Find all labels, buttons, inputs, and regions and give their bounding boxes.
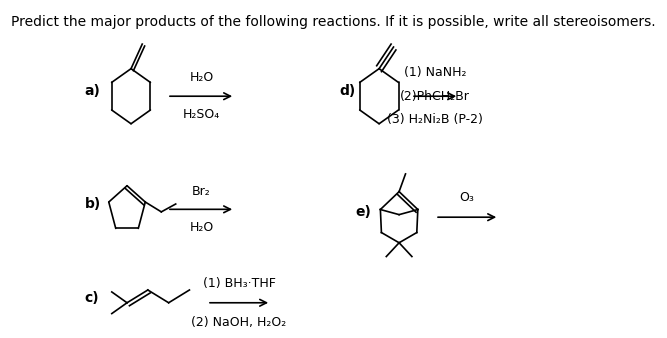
Text: H₂O: H₂O: [189, 71, 213, 84]
Text: (1) BH₃·THF: (1) BH₃·THF: [203, 277, 275, 290]
Text: H₂SO₄: H₂SO₄: [183, 108, 220, 121]
Text: H₂O: H₂O: [189, 221, 213, 234]
Text: a): a): [85, 84, 101, 98]
Text: Br₂: Br₂: [192, 185, 211, 197]
Text: (1) NaNH₂: (1) NaNH₂: [404, 67, 466, 79]
Text: e): e): [355, 205, 371, 219]
Text: (2) NaOH, H₂O₂: (2) NaOH, H₂O₂: [191, 316, 287, 329]
Text: O₃: O₃: [460, 191, 474, 204]
Text: Predict the major products of the following reactions. If it is possible, write : Predict the major products of the follow…: [11, 15, 656, 29]
Text: (2)PhCH₂Br: (2)PhCH₂Br: [400, 90, 470, 103]
Text: b): b): [85, 197, 101, 211]
Text: (3) H₂Ni₂B (P-2): (3) H₂Ni₂B (P-2): [387, 113, 483, 126]
Text: d): d): [339, 84, 356, 98]
Text: c): c): [85, 291, 99, 305]
